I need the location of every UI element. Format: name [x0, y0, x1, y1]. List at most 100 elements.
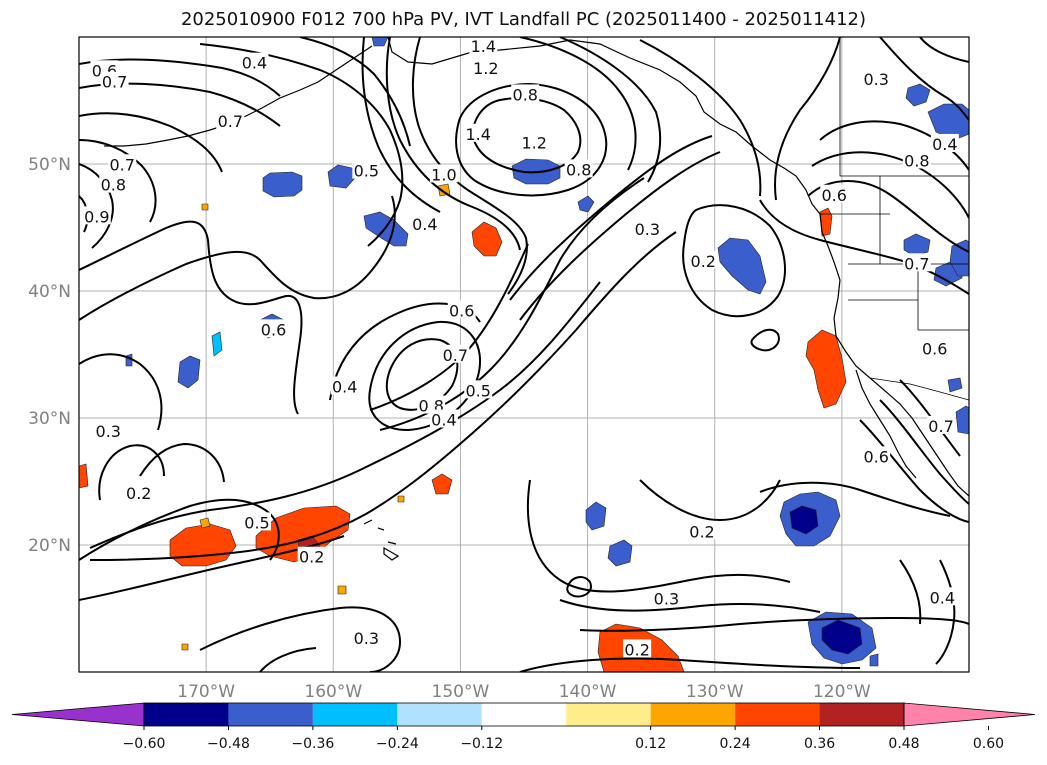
contour-label-halo — [429, 409, 458, 428]
colorbar-tick-label: −0.12 — [460, 736, 503, 752]
pv-contour — [79, 220, 303, 415]
pc-positive-blob — [471, 221, 503, 257]
map-frame — [78, 36, 970, 673]
pc-negative-blob — [577, 195, 595, 213]
contour-label-halo — [652, 588, 681, 607]
contour-label-halo — [471, 57, 500, 76]
pc-negative-blob — [607, 539, 633, 567]
contour-label-halo — [243, 512, 271, 531]
pv-contour — [639, 479, 781, 522]
contour-label-halo — [240, 52, 269, 71]
pc-negative-blob — [955, 405, 969, 435]
pc-negative-blob — [585, 501, 607, 531]
pc-weak-positive-blob — [337, 585, 347, 595]
pc-negative-blob — [371, 37, 389, 47]
contour-label-halo — [930, 133, 959, 152]
pv-contour — [566, 576, 592, 598]
contour-label-halo — [82, 206, 111, 225]
pc-negative-blob — [125, 353, 133, 367]
contour-label: 0.7 — [110, 155, 135, 174]
contour-label: 0.3 — [354, 629, 379, 648]
pc-negative-blob — [363, 211, 409, 247]
pv-contour — [368, 320, 481, 432]
contour-label-halo — [902, 253, 931, 272]
lon-tick-label: 150°W — [432, 682, 490, 702]
contour-label: 0.6 — [863, 447, 888, 466]
contour-label: 0.4 — [242, 54, 267, 73]
pc-weak-positive-blob — [199, 517, 211, 529]
pc-strong-negative-core — [789, 505, 819, 535]
contour-label: 0.6 — [449, 301, 474, 320]
contour-label: 0.8 — [513, 85, 538, 104]
contour-label: 1.4 — [471, 37, 496, 56]
contour-label-halo — [259, 319, 288, 338]
pc-negative-blob — [869, 653, 879, 667]
pv-contours — [79, 37, 969, 672]
pv-contour — [899, 379, 961, 457]
pv-contour — [79, 139, 157, 223]
contour-label: 0.3 — [654, 590, 679, 609]
pv-contour — [519, 37, 637, 171]
plot-area: 0.6 0.7 0.4 1.4 1.2 0.8 0.7 1.4 1.2 0.7 0.8 0.5 1.0 0… — [79, 5, 969, 672]
pc-weak-positive-blob — [181, 643, 189, 651]
contour-label: 0.8 — [904, 151, 929, 170]
contour-label: 0.8 — [566, 160, 591, 179]
colorbar-tick-label: 0.24 — [720, 736, 751, 752]
colorbar: −0.60 −0.48 −0.36 −0.24 −0.12 0.12 0.24 0.36 0.4… — [11, 702, 1036, 752]
contour-label-halo — [927, 415, 956, 434]
contour-label-halo — [108, 154, 137, 173]
contour-label-halo — [520, 132, 549, 151]
pv-contour — [519, 657, 861, 672]
contour-label: 0.5 — [244, 513, 269, 532]
pc-negative-blob — [905, 83, 931, 107]
lon-tick-label: 170°W — [177, 682, 235, 702]
contour-label: 0.7 — [928, 417, 953, 436]
pc-positive-blob — [169, 523, 237, 567]
pv-contour — [455, 82, 608, 197]
pv-contour — [819, 120, 969, 171]
pc-positive-blob — [255, 505, 351, 563]
pv-contour — [79, 195, 396, 321]
colorbar-tick-label: 0.12 — [635, 736, 666, 752]
pv-contour — [899, 559, 922, 625]
colorbar-frame — [143, 702, 905, 727]
contour-label-halo — [633, 219, 662, 238]
pc-positive-blob — [805, 329, 847, 409]
colorbar-tick-label: −0.24 — [376, 736, 419, 752]
contour-label: 0.2 — [691, 252, 716, 271]
pc-negative-blob — [327, 164, 356, 189]
pv-contour — [682, 204, 786, 318]
pc-negative-blob — [927, 103, 969, 141]
contour-label-halo — [820, 184, 849, 203]
contour-label: 0.2 — [689, 522, 714, 541]
colorbar-extend-low — [11, 702, 145, 727]
pv-contour — [89, 231, 677, 561]
lon-tick-label: 130°W — [686, 682, 744, 702]
contour-label: 0.8 — [101, 176, 126, 195]
contour-label-halo — [441, 344, 470, 363]
contour-label: 0.5 — [466, 381, 491, 400]
contour-label-halo — [688, 521, 716, 540]
pc-negative-blob — [947, 377, 963, 393]
alaska-coast — [387, 37, 797, 177]
contour-label-halo — [920, 338, 949, 357]
pc-negative-blob — [903, 233, 931, 257]
contour-label-halo — [623, 639, 652, 658]
contour-label: 0.5 — [871, 5, 896, 24]
lat-tick-label: 20°N — [28, 536, 71, 556]
contour-label: 0.5 — [354, 162, 379, 181]
contour-label-halo — [469, 37, 498, 55]
pv-contour — [811, 151, 969, 219]
pv-contour — [919, 37, 969, 63]
pv-contour — [79, 112, 223, 173]
contour-label-halo — [447, 300, 476, 319]
contour-label: 0.3 — [96, 422, 121, 441]
contour-label-halo — [352, 627, 381, 646]
contour-label: 0.7 — [904, 254, 929, 273]
axis-tick-labels: 50°N 40°N 30°N 20°N 170°W 160°W 150°W 140°W 130°… — [28, 155, 871, 702]
pv-contour — [299, 37, 411, 147]
contour-label: 1.0 — [431, 165, 456, 184]
pc-positive-blob — [79, 463, 89, 489]
colorbar-swatch — [566, 703, 651, 726]
